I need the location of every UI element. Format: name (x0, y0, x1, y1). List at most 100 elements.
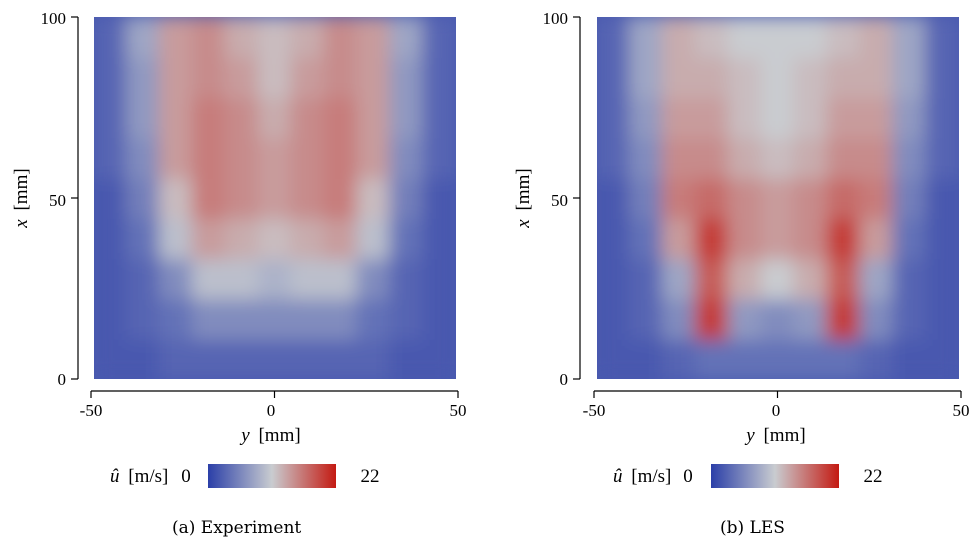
heatmap-cell (661, 257, 697, 300)
heatmap-cell (694, 297, 730, 340)
heatmap-cell (290, 17, 326, 59)
heatmap-cell (389, 136, 425, 179)
heatmap-cell (356, 176, 392, 220)
heatmap-cell (389, 96, 425, 139)
y-tick-label-100: 100 (41, 9, 67, 28)
heatmap-cell (125, 257, 161, 300)
heatmap-cell (422, 217, 456, 260)
heatmap-cell (257, 297, 293, 340)
colorbar-max-label: 22 (361, 466, 380, 487)
heatmap-cell (694, 217, 730, 260)
heatmap-cell (925, 217, 959, 260)
heatmap-cell (892, 56, 928, 99)
heatmap-cell (389, 56, 425, 99)
heatmap-cell (859, 136, 895, 179)
panel-experiment: -50 0 50 0 50 100 y [mm] x [mm] û [m/s] … (11, 9, 467, 488)
heatmap-cell (94, 176, 128, 220)
heatmap-cell (628, 176, 664, 220)
heatmap-cell (422, 56, 456, 99)
heatmap-cell (158, 136, 194, 179)
heatmap-cell (661, 176, 697, 220)
heatmap-cell (224, 56, 260, 99)
heatmap-cell (628, 217, 664, 260)
heatmap-cell (323, 136, 359, 179)
heatmap-cell (727, 217, 763, 260)
heatmap-cell (760, 56, 796, 99)
heatmap-cell (925, 136, 959, 179)
heatmap-cell (793, 136, 829, 179)
y-tick-label-50: 50 (49, 191, 66, 210)
heatmap-cell (628, 297, 664, 340)
heatmap-cell (422, 176, 456, 220)
heatmap-cell (597, 337, 631, 379)
heatmap-cell (694, 136, 730, 179)
colorbar-min-label: 0 (181, 466, 191, 487)
heatmap-cell (793, 176, 829, 220)
heatmap-cell (597, 136, 631, 179)
heatmap-cell (826, 176, 862, 220)
heatmap-cell (158, 297, 194, 340)
heatmap-cell (323, 176, 359, 220)
heatmap-cell (661, 297, 697, 340)
heatmap-cell (125, 337, 161, 379)
heatmap-cell (422, 96, 456, 139)
heatmap-cell (158, 337, 194, 379)
heatmap-cell (793, 56, 829, 99)
heatmap-cell (826, 297, 862, 340)
heatmap-cell (727, 257, 763, 300)
heatmap-cell (661, 96, 697, 139)
heatmap-cell (257, 257, 293, 300)
heatmap-cell (661, 17, 697, 59)
heatmap-cell (661, 136, 697, 179)
heatmap-cell (760, 337, 796, 379)
heatmap-cell (389, 217, 425, 260)
y-tick-label-0: 0 (58, 370, 67, 389)
heatmap-cell (290, 136, 326, 179)
heatmap-cell (191, 136, 227, 179)
heatmap-cell (793, 17, 829, 59)
heatmap-cell (661, 337, 697, 379)
heatmap-cell (727, 176, 763, 220)
heatmap-cell (727, 96, 763, 139)
heatmap-cell (760, 217, 796, 260)
heatmap-cell (125, 17, 161, 59)
heatmap-cell (597, 56, 631, 99)
heatmap-cell (826, 257, 862, 300)
heatmap-cell (661, 217, 697, 260)
heatmap-cell (356, 337, 392, 379)
heatmap-cell (628, 17, 664, 59)
heatmap-cell (826, 56, 862, 99)
heatmap-cell (628, 136, 664, 179)
heatmap-cell (290, 217, 326, 260)
panel-les: -50 0 50 0 50 100 y [mm] x [mm] û [m/s] … (513, 9, 970, 488)
heatmap-cell (925, 176, 959, 220)
heatmap-cell (224, 297, 260, 340)
heatmap-cell (597, 217, 631, 260)
heatmap-cell (389, 17, 425, 59)
heatmap-cell (727, 297, 763, 340)
heatmap-cell (760, 297, 796, 340)
heatmap-cell (389, 337, 425, 379)
y-tick-label-50: 50 (551, 191, 568, 210)
heatmap-cell (125, 297, 161, 340)
heatmap-cell (694, 176, 730, 220)
heatmap-cell (257, 96, 293, 139)
heatmap-cell (191, 217, 227, 260)
heatmap-cell (356, 136, 392, 179)
heatmap-cell (356, 257, 392, 300)
heatmap-cell (892, 176, 928, 220)
heatmap-cell (290, 297, 326, 340)
colorbar (711, 464, 839, 488)
heatmap-cell (323, 257, 359, 300)
heatmap-cell (158, 56, 194, 99)
heatmap-cell (597, 257, 631, 300)
heatmap-cell (323, 17, 359, 59)
heatmap-cell (628, 96, 664, 139)
heatmap-cell (323, 56, 359, 99)
heatmap-cell (826, 217, 862, 260)
heatmap-cell (727, 56, 763, 99)
heatmap-cell (356, 217, 392, 260)
heatmap-cell (892, 96, 928, 139)
x-tick-label-neg50: -50 (80, 401, 103, 420)
heatmap-cell (356, 56, 392, 99)
